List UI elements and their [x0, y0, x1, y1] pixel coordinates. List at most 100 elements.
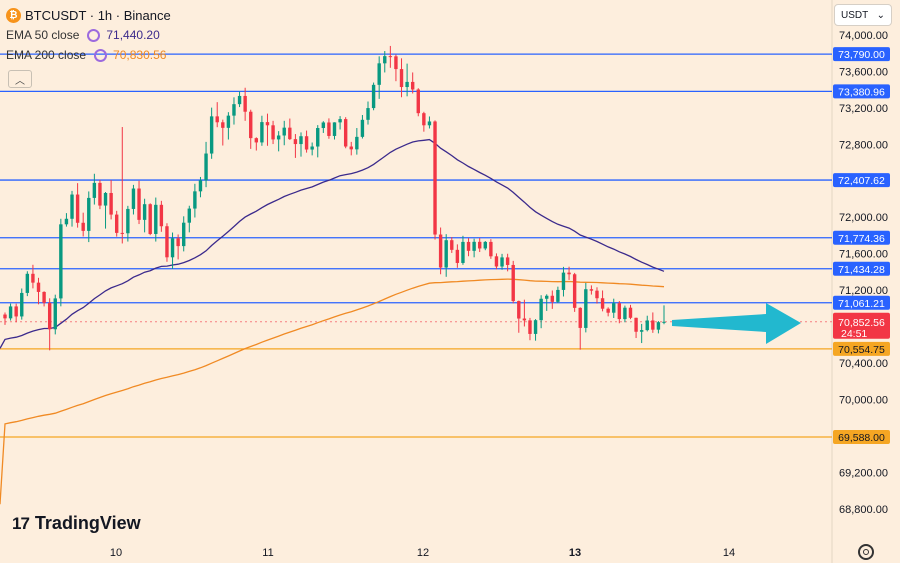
ema50-row[interactable]: EMA 50 close 71,440.20	[6, 25, 171, 45]
tradingview-logo[interactable]: 17 TradingView	[12, 513, 141, 534]
candle-body	[584, 289, 588, 328]
candle	[193, 183, 197, 218]
level-tag-label: 71,434.28	[838, 264, 885, 276]
candle	[154, 197, 158, 242]
ema50-label: EMA 50 close	[6, 28, 80, 42]
candle-body	[617, 303, 622, 320]
candle-body	[59, 224, 63, 299]
candle	[383, 51, 387, 73]
level-tag: 72,407.62	[833, 173, 890, 188]
candle	[187, 205, 191, 233]
candle	[304, 130, 309, 153]
candle	[98, 179, 102, 210]
candle	[25, 271, 30, 297]
candle-body	[572, 274, 577, 308]
candle	[556, 286, 560, 304]
candle-body	[533, 320, 538, 334]
candle	[209, 107, 214, 159]
candle	[47, 298, 52, 351]
candle-body	[25, 273, 30, 293]
candle-body	[578, 307, 582, 328]
candle-body	[511, 264, 515, 302]
candle	[377, 56, 381, 99]
y-tick-label: 72,800.00	[839, 139, 888, 151]
level-tag-bg	[833, 429, 890, 444]
candle-body	[450, 240, 454, 250]
y-tick-label: 70,400.00	[839, 358, 888, 370]
candle	[338, 116, 342, 130]
y-tick-label: 71,200.00	[839, 285, 888, 297]
ema200-value: 70,830.56	[113, 48, 167, 62]
candle-body	[500, 257, 504, 267]
candle-body	[120, 232, 124, 234]
candle-body	[466, 241, 471, 251]
candle-body	[360, 119, 365, 137]
candle-body	[327, 122, 331, 136]
candle-body	[517, 301, 521, 319]
candle	[243, 87, 247, 121]
candle	[237, 91, 242, 108]
candle-body	[170, 238, 175, 258]
candle-body	[159, 204, 164, 227]
candle	[584, 282, 588, 333]
settings-icon[interactable]	[858, 544, 874, 560]
candle	[433, 120, 437, 240]
candle-body	[215, 116, 219, 123]
candle	[70, 190, 74, 227]
y-tick-label: 69,200.00	[839, 467, 888, 479]
collapse-legend-button[interactable]: ︿	[8, 70, 32, 88]
candle-body	[31, 273, 35, 283]
candle	[489, 239, 493, 259]
candle	[472, 238, 476, 258]
candle	[293, 134, 298, 158]
candle	[142, 198, 147, 233]
candle-body	[265, 122, 270, 126]
candle-body	[416, 89, 420, 114]
candle-body	[600, 298, 605, 309]
candle-body	[550, 295, 555, 302]
candle-body	[288, 127, 292, 140]
candle-body	[232, 104, 236, 116]
candle-body	[316, 128, 320, 147]
candle-body	[455, 249, 460, 263]
candle-body	[209, 116, 214, 154]
currency-selector[interactable]: USDT ⌄	[834, 4, 892, 26]
candle	[639, 323, 644, 344]
candle	[450, 237, 454, 253]
symbol-title[interactable]: BTCUSDT · 1h · Binance	[25, 7, 171, 23]
candle	[120, 127, 124, 244]
candle-body	[332, 122, 337, 136]
level-lines	[0, 53, 832, 438]
candles	[3, 45, 666, 351]
candle	[343, 117, 348, 149]
candle	[595, 287, 599, 304]
candle	[170, 232, 175, 269]
candle	[327, 118, 331, 139]
candle	[114, 210, 119, 237]
candle-body	[249, 111, 253, 139]
candle-body	[148, 204, 152, 234]
candle	[578, 307, 582, 350]
candle-body	[410, 81, 415, 90]
candle	[589, 285, 594, 295]
candle	[165, 223, 169, 262]
ema200-row[interactable]: EMA 200 close 70,830.56	[6, 45, 171, 65]
candle-body	[634, 317, 638, 332]
ema50-settings-icon[interactable]	[87, 28, 101, 42]
candle	[232, 97, 236, 125]
ema200-settings-icon[interactable]	[94, 48, 108, 62]
y-tick-label: 71,600.00	[839, 249, 888, 261]
ema200-label: EMA 200 close	[6, 48, 87, 62]
candle-body	[355, 136, 359, 150]
candle-body	[221, 122, 225, 128]
candle-body	[70, 194, 74, 219]
y-tick-label: 68,800.00	[839, 504, 888, 516]
candle-body	[109, 192, 113, 215]
level-tag-bg	[833, 261, 890, 276]
bitcoin-icon: ₿	[6, 7, 21, 23]
candle-body	[53, 298, 57, 330]
candle-body	[8, 306, 13, 319]
candle	[623, 305, 627, 323]
